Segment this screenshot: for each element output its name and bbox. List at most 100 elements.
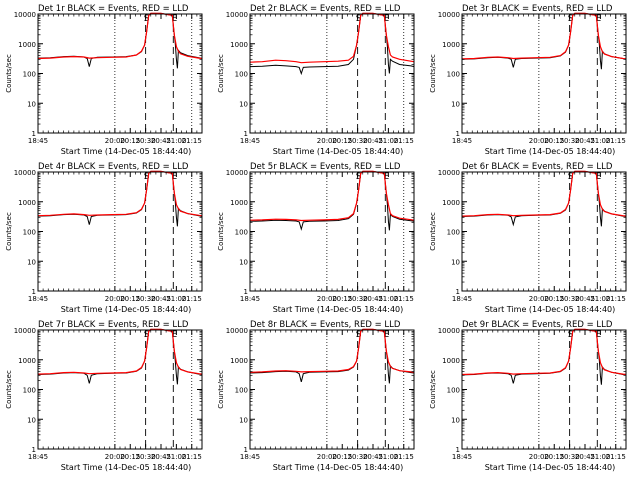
y-tick-label: 10000 xyxy=(14,327,36,335)
y-tick-label: 1 xyxy=(244,130,248,138)
x-tick-label: 18:45 xyxy=(240,137,260,145)
x-tick-label: 20:00 xyxy=(317,453,337,461)
y-tick-label: 10 xyxy=(239,258,248,266)
series-line-lld xyxy=(249,12,415,64)
y-tick-label: 1 xyxy=(32,130,36,138)
x-axis-label: Start Time (14-Dec-05 18:44:40) xyxy=(485,463,616,472)
x-tick-label: 20:45 xyxy=(575,137,595,145)
y-tick-label: 1 xyxy=(456,130,460,138)
chart-panel: Det 8r BLACK = Events, RED = LLD Counts/s… xyxy=(217,320,415,472)
x-tick-label: 18:45 xyxy=(240,295,260,303)
x-tick-label: 21:00 xyxy=(378,295,398,303)
y-axis-label: Counts/sec xyxy=(429,212,437,251)
x-tick-label: 20:15 xyxy=(332,295,352,303)
y-tick-label: 1000 xyxy=(442,199,460,207)
y-tick-label: 100 xyxy=(235,71,248,79)
y-tick-label: 10 xyxy=(451,100,460,108)
y-tick-label: 100 xyxy=(447,387,460,395)
y-tick-label: 10 xyxy=(27,258,36,266)
y-tick-label: 100 xyxy=(23,229,36,237)
chart-panel: Det 9r BLACK = Events, RED = LLD Counts/s… xyxy=(429,320,627,472)
x-tick-label: 20:00 xyxy=(105,137,125,145)
y-tick-label: 100 xyxy=(23,71,36,79)
series-line-lld xyxy=(37,170,203,217)
series-line-lld xyxy=(37,328,203,375)
x-tick-label: 20:00 xyxy=(529,453,549,461)
chart-panel: Det 2r BLACK = Events, RED = LLD Counts/s… xyxy=(217,4,415,156)
annotation-label: E xyxy=(595,14,601,24)
annotation-label: S xyxy=(356,14,362,24)
x-axis-label: Start Time (14-Dec-05 18:44:40) xyxy=(61,463,192,472)
y-tick-label: 10000 xyxy=(14,11,36,19)
chart-title: Det 2r BLACK = Events, RED = LLD xyxy=(250,4,401,14)
y-tick-label: 1000 xyxy=(230,199,248,207)
y-axis-label: Counts/sec xyxy=(5,54,13,93)
x-tick-label: 21:15 xyxy=(606,453,626,461)
x-tick-label: 20:45 xyxy=(151,137,171,145)
y-tick-label: 1000 xyxy=(18,41,36,49)
y-tick-label: 1000 xyxy=(230,41,248,49)
annotation-label: S xyxy=(356,330,362,340)
y-axis-label: Counts/sec xyxy=(5,370,13,409)
x-axis-label: Start Time (14-Dec-05 18:44:40) xyxy=(273,463,404,472)
annotation-label: E xyxy=(171,14,177,24)
x-tick-label: 21:00 xyxy=(166,295,186,303)
y-tick-label: 1000 xyxy=(18,199,36,207)
x-tick-label: 21:15 xyxy=(182,137,202,145)
y-tick-label: 10000 xyxy=(226,11,248,19)
x-tick-label: 18:45 xyxy=(452,137,472,145)
y-axis-label: Counts/sec xyxy=(217,212,225,251)
annotation-label: E xyxy=(383,14,389,24)
annotation-label: S xyxy=(568,330,574,340)
x-tick-label: 18:45 xyxy=(452,295,472,303)
x-tick-label: 21:15 xyxy=(182,295,202,303)
x-tick-label: 20:15 xyxy=(544,137,564,145)
annotation-label: S xyxy=(356,172,362,182)
x-tick-label: 20:30 xyxy=(348,295,368,303)
annotation-label: S xyxy=(144,172,150,182)
chart-panel: Det 7r BLACK = Events, RED = LLD Counts/s… xyxy=(5,320,203,472)
y-axis-label: Counts/sec xyxy=(217,370,225,409)
x-tick-label: 20:15 xyxy=(120,453,140,461)
y-tick-label: 1 xyxy=(32,446,36,454)
annotation-label: E xyxy=(171,330,177,340)
chart-title: Det 7r BLACK = Events, RED = LLD xyxy=(38,320,189,330)
x-tick-label: 20:30 xyxy=(136,295,156,303)
x-tick-label: 20:00 xyxy=(105,295,125,303)
chart-title: Det 8r BLACK = Events, RED = LLD xyxy=(250,320,401,330)
y-tick-label: 10000 xyxy=(226,169,248,177)
x-axis-label: Start Time (14-Dec-05 18:44:40) xyxy=(273,305,404,314)
annotation-label: S xyxy=(144,330,150,340)
x-tick-label: 20:00 xyxy=(317,137,337,145)
x-tick-label: 18:45 xyxy=(28,137,48,145)
x-tick-label: 20:15 xyxy=(332,137,352,145)
x-tick-label: 18:45 xyxy=(28,295,48,303)
y-axis-label: Counts/sec xyxy=(217,54,225,93)
x-tick-label: 18:45 xyxy=(452,453,472,461)
y-tick-label: 1000 xyxy=(230,357,248,365)
y-tick-label: 10 xyxy=(451,258,460,266)
chart-panel: Det 5r BLACK = Events, RED = LLD Counts/s… xyxy=(217,162,415,314)
x-tick-label: 21:15 xyxy=(606,137,626,145)
y-tick-label: 1 xyxy=(456,446,460,454)
series-line-lld xyxy=(249,170,415,222)
x-tick-label: 20:00 xyxy=(529,295,549,303)
y-tick-label: 10 xyxy=(27,100,36,108)
x-tick-label: 20:15 xyxy=(544,453,564,461)
y-tick-label: 1000 xyxy=(18,357,36,365)
x-tick-label: 21:15 xyxy=(394,137,414,145)
y-tick-label: 1 xyxy=(32,288,36,296)
annotation-label: E xyxy=(171,172,177,182)
series-line-lld xyxy=(249,328,415,373)
x-tick-label: 20:00 xyxy=(105,453,125,461)
y-tick-label: 10000 xyxy=(226,327,248,335)
x-tick-label: 20:30 xyxy=(136,453,156,461)
annotation-label: E xyxy=(383,330,389,340)
chart-panel: Det 3r BLACK = Events, RED = LLD Counts/s… xyxy=(429,4,627,156)
x-tick-label: 20:45 xyxy=(363,295,383,303)
series-line-lld xyxy=(461,12,627,60)
y-tick-label: 1 xyxy=(456,288,460,296)
x-tick-label: 21:00 xyxy=(166,453,186,461)
chart-panel: Det 1r BLACK = Events, RED = LLD Counts/s… xyxy=(5,4,203,156)
